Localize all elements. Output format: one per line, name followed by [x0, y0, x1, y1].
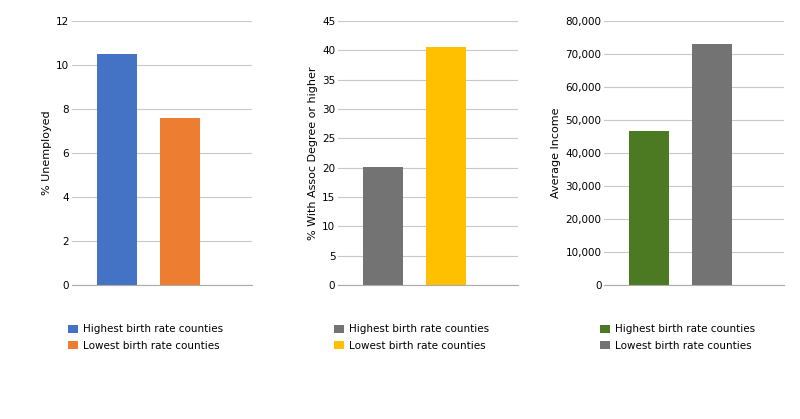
- Legend: Highest birth rate counties, Lowest birth rate counties: Highest birth rate counties, Lowest birt…: [601, 324, 755, 351]
- Y-axis label: Average Income: Average Income: [551, 108, 562, 198]
- Bar: [160, 118, 200, 285]
- Bar: [630, 132, 669, 285]
- Y-axis label: % With Assoc Degree or higher: % With Assoc Degree or higher: [308, 66, 318, 240]
- Legend: Highest birth rate counties, Lowest birth rate counties: Highest birth rate counties, Lowest birt…: [334, 324, 489, 351]
- Y-axis label: % Unemployed: % Unemployed: [42, 111, 52, 195]
- Legend: Highest birth rate counties, Lowest birth rate counties: Highest birth rate counties, Lowest birt…: [68, 324, 223, 351]
- Bar: [692, 44, 732, 285]
- Bar: [97, 54, 137, 285]
- Bar: [363, 167, 403, 285]
- Bar: [426, 47, 466, 285]
